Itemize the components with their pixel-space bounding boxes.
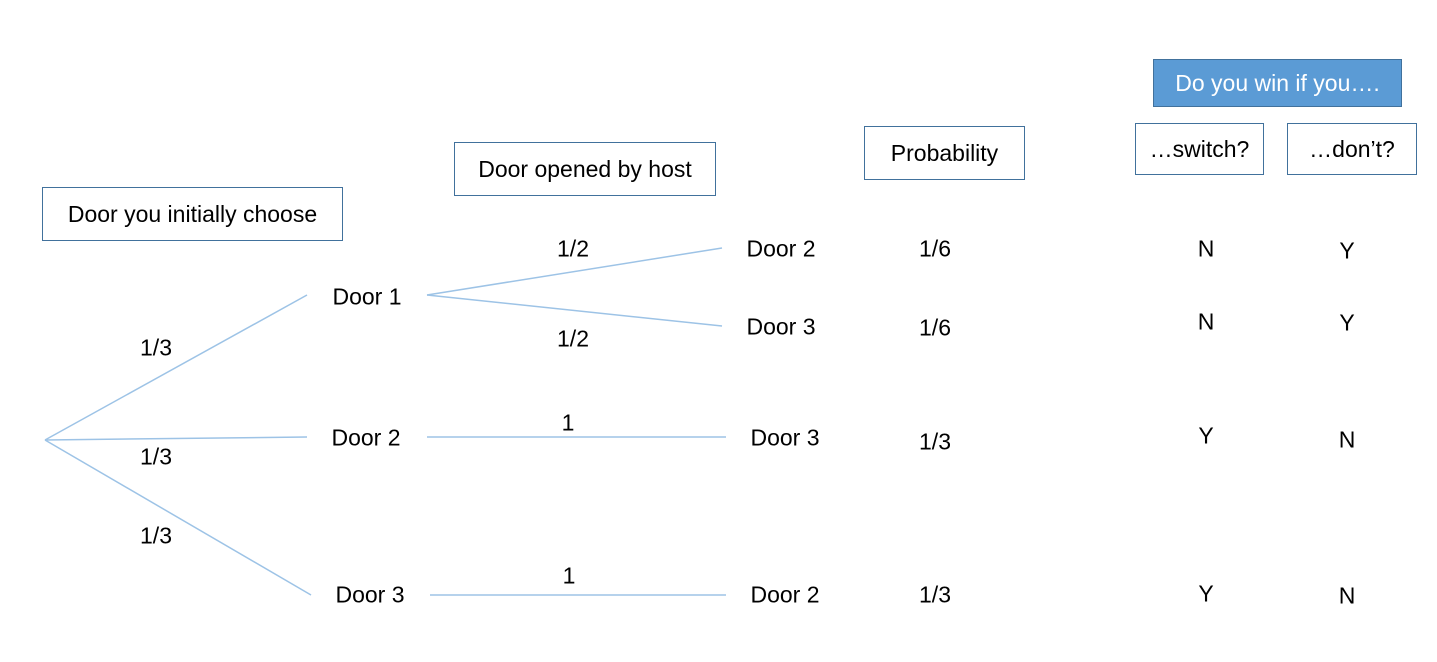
dont-header: …don’t? — [1287, 123, 1417, 175]
dont-result-2: Y — [1339, 309, 1355, 336]
branch-door1-door3 — [426, 294, 723, 327]
probability-value-3: 1/3 — [919, 428, 951, 455]
dont-result-1: Y — [1339, 237, 1355, 264]
level1-prob-door3: 1/3 — [140, 522, 172, 549]
switch-result-3: Y — [1198, 422, 1214, 449]
level2-node-1: Door 2 — [746, 235, 816, 262]
probability-value-2: 1/6 — [919, 314, 951, 341]
switch-header: …switch? — [1135, 123, 1264, 175]
level2-node-3: Door 3 — [750, 424, 820, 451]
level2-prob-3: 1 — [561, 409, 575, 436]
level2-node-4: Door 2 — [750, 581, 820, 608]
level1-prob-door2: 1/3 — [140, 443, 172, 470]
probability-value-4: 1/3 — [919, 581, 951, 608]
switch-result-4: Y — [1198, 580, 1214, 607]
win-question-header: Do you win if you…. — [1153, 59, 1402, 107]
dont-result-3: N — [1338, 426, 1356, 453]
probability-value-1: 1/6 — [919, 235, 951, 262]
probability-header: Probability — [864, 126, 1025, 180]
host-opened-header: Door opened by host — [454, 142, 716, 196]
level2-prob-4: 1 — [562, 562, 576, 589]
level1-prob-door1: 1/3 — [140, 334, 172, 361]
level1-node-door2: Door 2 — [331, 424, 401, 451]
branch-root-door2 — [44, 436, 308, 441]
branch-root-door1 — [44, 294, 308, 441]
level1-node-door3: Door 3 — [335, 581, 405, 608]
branch-root-door3 — [44, 439, 312, 596]
level2-prob-1: 1/2 — [557, 235, 589, 262]
dont-result-4: N — [1338, 582, 1356, 609]
switch-result-2: N — [1197, 308, 1215, 335]
initial-choice-header: Door you initially choose — [42, 187, 343, 241]
level2-prob-2: 1/2 — [557, 325, 589, 352]
branch-door1-door2 — [426, 247, 723, 296]
level1-node-door1: Door 1 — [332, 283, 402, 310]
switch-result-1: N — [1197, 235, 1215, 262]
level2-node-2: Door 3 — [746, 313, 816, 340]
